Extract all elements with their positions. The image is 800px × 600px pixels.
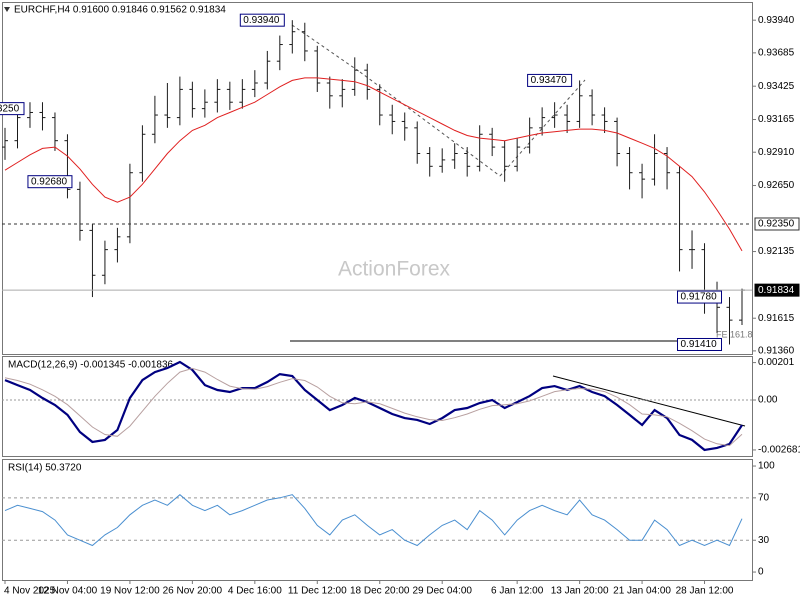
x-tick-label: 12 Nov 04:00	[38, 586, 98, 597]
y-tick-label: 0.91360	[758, 346, 795, 357]
series-line	[4, 367, 743, 447]
price-label: 0.93470	[531, 75, 568, 86]
x-tick-label: 18 Dec 20:00	[350, 586, 410, 597]
watermark: ActionForex	[338, 258, 451, 281]
series-line	[4, 360, 743, 452]
y-tick-label: 0.92650	[758, 180, 795, 191]
y-tick-label: 0.93685	[758, 48, 795, 59]
x-tick-label: 6 Jan 12:00	[491, 586, 544, 597]
x-tick-label: 26 Nov 20:00	[163, 586, 223, 597]
fe-label: FE 161.8	[716, 329, 753, 339]
y-tick-label: 0.93165	[758, 114, 795, 125]
price-title: EURCHF,H4 0.91600 0.91846 0.91562 0.9183…	[14, 5, 226, 16]
y-tick-label: 0	[758, 567, 764, 578]
price-label: 0.91410	[681, 339, 718, 350]
y-tick-label: 0.92135	[758, 246, 795, 257]
price-label: 0.91780	[681, 292, 718, 303]
x-tick-label: 13 Jan 20:00	[551, 586, 609, 597]
x-tick-label: 4 Dec 16:00	[228, 586, 282, 597]
y-tick-label: 0.93940	[758, 15, 795, 26]
x-tick-label: 21 Jan 04:00	[613, 586, 671, 597]
price-label: 0.92680	[31, 176, 68, 187]
y-tick-label: 0.00	[758, 395, 778, 406]
price-label: 0.93940	[243, 15, 280, 26]
price-label-box	[239, 13, 285, 27]
price-label-box	[527, 73, 573, 87]
y-tick-label: 30	[758, 535, 770, 546]
macd-panel	[2, 356, 753, 457]
price-label-box	[677, 290, 723, 304]
price-panel	[2, 2, 753, 355]
y-tick-label: 100	[758, 461, 775, 472]
y-tick-label: 0.92910	[758, 147, 795, 158]
moving-average	[4, 77, 743, 252]
level-box	[754, 217, 800, 231]
level-label: 0.91834	[758, 285, 795, 296]
trend-line	[291, 24, 361, 73]
x-tick-label: 28 Jan 12:00	[676, 586, 734, 597]
x-tick-label: 11 Dec 12:00	[288, 586, 347, 597]
y-tick-label: 0.93425	[758, 81, 795, 92]
price-label: 0.93250	[0, 103, 20, 114]
level-box	[754, 283, 800, 297]
x-tick-label: 29 Dec 04:00	[412, 586, 472, 597]
price-label-box	[677, 337, 723, 351]
y-tick-label: -0.002681	[758, 445, 800, 456]
macd-title: MACD(12,26,9) -0.001345 -0.001836	[8, 360, 174, 371]
x-tick-label: 4 Nov 2025	[4, 586, 56, 597]
y-tick-label: 0.00201	[758, 357, 795, 368]
y-tick-label: 70	[758, 492, 770, 503]
x-tick-label: 19 Nov 12:00	[100, 586, 160, 597]
price-label-box	[0, 102, 25, 116]
level-label: 0.92350	[758, 219, 795, 230]
macd-trend-line	[552, 375, 746, 427]
rsi-panel	[2, 459, 753, 581]
trend-line	[359, 71, 501, 177]
symbol-icon	[4, 7, 10, 12]
price-label-box	[27, 175, 73, 189]
y-tick-label: 0.91615	[758, 313, 795, 324]
series-line	[4, 494, 743, 547]
rsi-title: RSI(14) 50.3720	[8, 463, 82, 474]
